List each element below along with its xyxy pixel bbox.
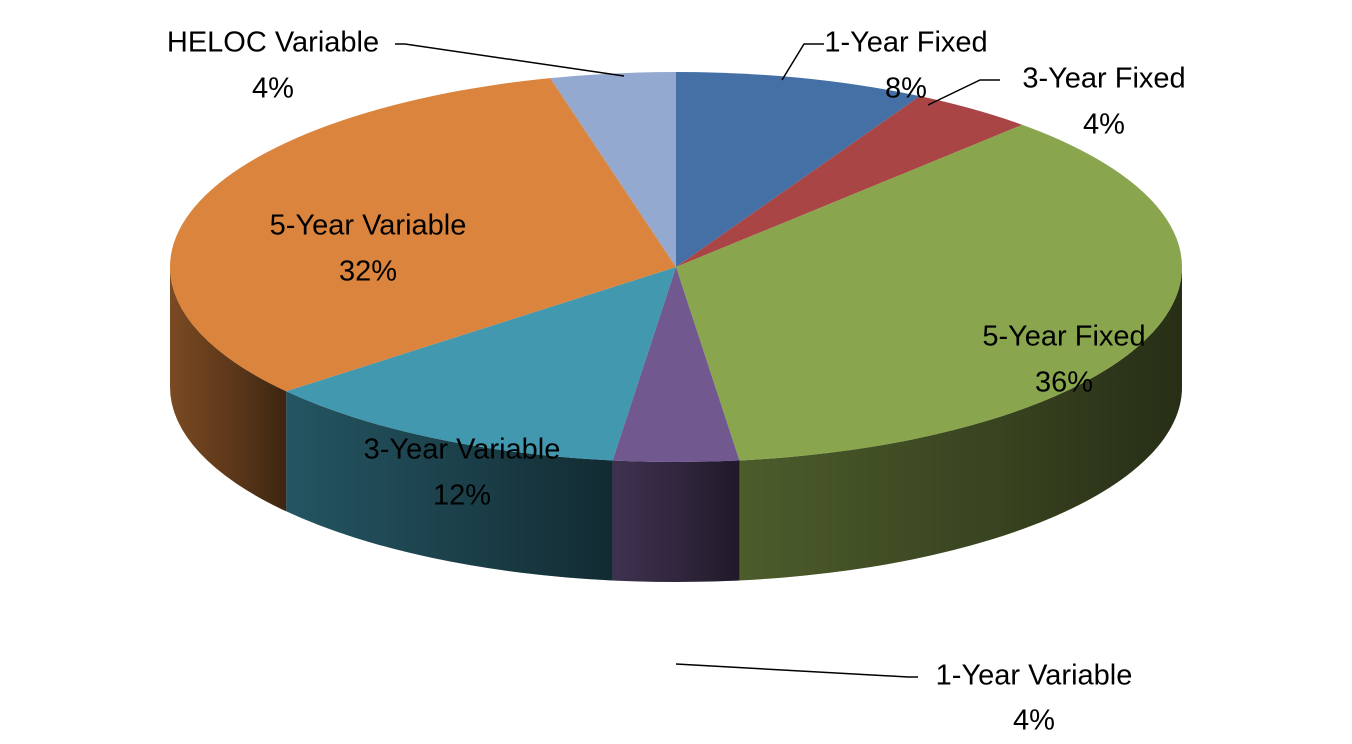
leader-line-1-year-variable	[675, 663, 918, 678]
slice-5-year-fixed	[676, 124, 1182, 461]
slice-3-year-variable	[286, 267, 676, 461]
slice-label-heloc-variable: HELOC Variable	[167, 27, 379, 59]
side-wall-shading	[170, 267, 287, 512]
slice-label-5-year-fixed: 5-Year Fixed	[982, 321, 1145, 353]
slice-percent-heloc-variable: 4%	[252, 73, 294, 105]
pie-top-faces	[169, 72, 1182, 463]
slice-label-1-year-variable: 1-Year Variable	[936, 660, 1133, 692]
slice-label-1-year-fixed: 1-Year Fixed	[824, 27, 987, 59]
leader-lines	[395, 43, 1000, 678]
slice-heloc-variable	[550, 72, 676, 267]
slice-1-year-fixed	[676, 72, 920, 267]
slice-label-3-year-variable: 3-Year Variable	[364, 434, 561, 466]
slice-label-3-year-fixed: 3-Year Fixed	[1022, 63, 1185, 95]
side-wall-shading	[739, 267, 1182, 581]
slice-1-year-variable	[612, 267, 740, 463]
slice-percent-1-year-variable: 4%	[1013, 705, 1055, 737]
side-wall-shading	[286, 391, 613, 581]
leader-line-1-year-fixed	[781, 43, 824, 81]
slice-percent-5-year-variable: 32%	[339, 256, 397, 288]
slice-5-year-variable	[169, 78, 676, 392]
slice-percent-3-year-variable: 12%	[433, 480, 491, 512]
slice-percent-3-year-fixed: 4%	[1083, 109, 1125, 141]
slice-label-5-year-variable: 5-Year Variable	[270, 210, 467, 242]
slice-3-year-fixed	[676, 96, 1023, 267]
leader-line-heloc-variable	[395, 43, 625, 77]
slice-percent-1-year-fixed: 8%	[885, 73, 927, 105]
side-wall-shading	[612, 460, 740, 582]
pie-side-walls	[170, 267, 1182, 582]
slice-labels: 1-Year Fixed 8% 3-Year Fixed 4% 5-Year Fixed…	[167, 27, 1186, 737]
slice-percent-5-year-fixed: 36%	[1035, 367, 1093, 399]
leader-line-3-year-fixed	[927, 79, 1000, 106]
